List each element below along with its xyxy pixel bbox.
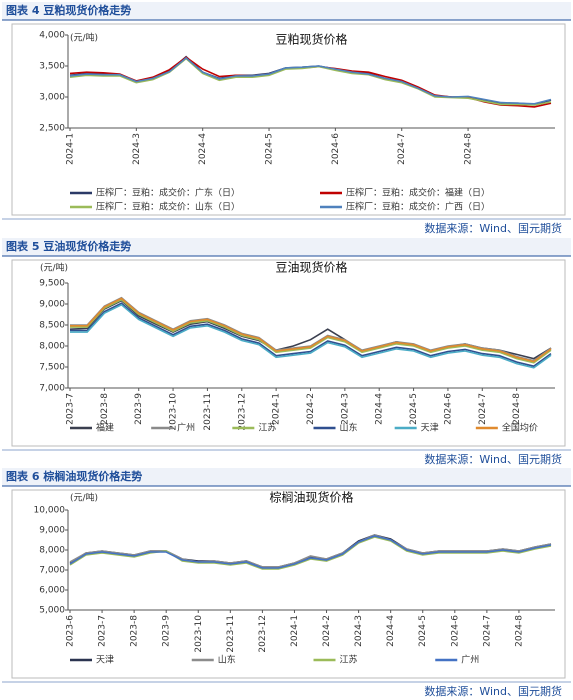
legend-label: 山东 bbox=[218, 654, 236, 666]
legend-label: 天津 bbox=[96, 655, 114, 666]
caption: 图表 4 豆粕现货价格走势 bbox=[6, 3, 131, 17]
x-tick-label: 2024-7 bbox=[482, 615, 492, 647]
legend-label: 山东 bbox=[340, 422, 358, 434]
legend-label: 全国均价 bbox=[502, 422, 538, 434]
y-tick-label: 3,500 bbox=[39, 62, 65, 72]
x-tick-label: 2024-6 bbox=[443, 393, 453, 425]
y-tick-label: 7,000 bbox=[39, 384, 65, 394]
y-tick-label: 4,000 bbox=[39, 31, 65, 41]
caption: 图表 5 豆油现货价格走势 bbox=[6, 239, 131, 253]
caption: 图表 6 棕榈油现货价格走势 bbox=[6, 469, 142, 483]
unit-label: (元/吨) bbox=[70, 32, 98, 44]
y-tick-label: 5,000 bbox=[39, 606, 65, 616]
chart-frame bbox=[11, 259, 566, 447]
x-tick-label: 2024-4 bbox=[198, 133, 208, 165]
x-tick-label: 2024-6 bbox=[331, 133, 341, 165]
x-tick-label: 2023-12 bbox=[258, 615, 268, 653]
series-line bbox=[69, 536, 552, 570]
x-tick-label: 2024-3 bbox=[354, 615, 364, 647]
caption-background bbox=[2, 238, 571, 256]
y-tick-label: 10,000 bbox=[34, 506, 66, 516]
chart-frame bbox=[11, 489, 566, 679]
legend-label: 江苏 bbox=[258, 422, 276, 434]
legend-label: 压榨厂：豆粕：成交价：广东（日） bbox=[96, 187, 240, 199]
series-line bbox=[69, 534, 552, 568]
series-line bbox=[69, 56, 552, 105]
legend-label: 压榨厂：豆粕：成交价：山东（日） bbox=[96, 201, 240, 213]
x-tick-label: 2023-12 bbox=[237, 393, 247, 431]
legend-label: 广州 bbox=[461, 654, 479, 666]
y-tick-label: 9,000 bbox=[39, 526, 65, 536]
x-tick-label: 2023-6 bbox=[66, 615, 76, 647]
legend-label: 江苏 bbox=[340, 654, 358, 666]
x-tick-label: 2024-7 bbox=[397, 133, 407, 165]
x-tick-label: 2024-8 bbox=[514, 615, 524, 647]
x-tick-label: 2024-4 bbox=[386, 615, 396, 647]
y-tick-label: 2,500 bbox=[39, 124, 65, 134]
caption-background bbox=[2, 468, 571, 486]
series-line bbox=[70, 303, 552, 369]
y-tick-label: 9,000 bbox=[39, 300, 65, 310]
x-tick-label: 2024-8 bbox=[464, 133, 474, 165]
x-tick-label: 2024-1 bbox=[290, 615, 300, 647]
series-line bbox=[69, 535, 552, 569]
x-tick-label: 2023-10 bbox=[194, 615, 204, 653]
x-tick-label: 2024-5 bbox=[265, 133, 275, 165]
unit-label: (元/吨) bbox=[70, 492, 98, 504]
x-tick-label: 2024-8 bbox=[512, 393, 522, 425]
x-tick-label: 2023-10 bbox=[169, 393, 179, 431]
x-tick-label: 2024-6 bbox=[450, 615, 460, 647]
x-tick-label: 2023-8 bbox=[130, 615, 140, 647]
y-tick-label: 3,000 bbox=[39, 93, 65, 103]
y-tick-label: 8,000 bbox=[39, 546, 65, 556]
x-tick-label: 2024-1 bbox=[272, 393, 282, 425]
legend-label: 广州 bbox=[177, 422, 195, 434]
chart-title: 豆粕现货价格 bbox=[275, 32, 347, 47]
legend-label: 天津 bbox=[421, 423, 439, 434]
x-tick-label: 2023-9 bbox=[162, 615, 172, 647]
series-line bbox=[70, 298, 552, 364]
legend-label: 压榨厂：豆粕：成交价：广西（日） bbox=[346, 201, 490, 213]
legend-label: 压榨厂：豆粕：成交价：福建（日） bbox=[346, 187, 490, 199]
chart-title: 棕榈油现货价格 bbox=[269, 490, 353, 505]
series-line bbox=[69, 57, 552, 106]
x-tick-label: 2024-4 bbox=[375, 393, 385, 425]
series-line bbox=[70, 297, 552, 363]
x-tick-label: 2024-2 bbox=[306, 393, 316, 425]
x-tick-label: 2023-7 bbox=[66, 393, 76, 425]
x-tick-label: 2024-5 bbox=[409, 393, 419, 425]
x-tick-label: 2023-7 bbox=[98, 615, 108, 647]
series-line bbox=[70, 302, 552, 368]
x-tick-label: 2024-2 bbox=[322, 615, 332, 647]
x-tick-label: 2024-3 bbox=[132, 133, 142, 165]
chart-frame bbox=[11, 23, 566, 216]
x-tick-label: 2023-9 bbox=[134, 393, 144, 425]
x-tick-label: 2023-11 bbox=[226, 615, 236, 653]
y-tick-label: 7,000 bbox=[39, 566, 65, 576]
source: 数据来源：Wind、国元期货 bbox=[424, 221, 562, 235]
y-tick-label: 7,500 bbox=[39, 363, 65, 373]
y-tick-label: 8,500 bbox=[39, 321, 65, 331]
caption-background bbox=[2, 2, 571, 20]
chart-title: 豆油现货价格 bbox=[275, 260, 347, 275]
x-tick-label: 2024-3 bbox=[340, 393, 350, 425]
x-tick-label: 2023-11 bbox=[203, 393, 213, 431]
source: 数据来源：Wind、国元期货 bbox=[424, 684, 562, 698]
x-tick-label: 2024-7 bbox=[478, 393, 488, 425]
source: 数据来源：Wind、国元期货 bbox=[424, 452, 562, 466]
y-tick-label: 8,000 bbox=[39, 342, 65, 352]
x-tick-label: 2024-1 bbox=[66, 133, 76, 165]
legend-label: 福建 bbox=[96, 422, 114, 434]
y-tick-label: 9,500 bbox=[39, 279, 65, 289]
x-tick-label: 2023-8 bbox=[100, 393, 110, 425]
y-tick-label: 6,000 bbox=[39, 586, 65, 596]
x-tick-label: 2024-5 bbox=[418, 615, 428, 647]
unit-label: (元/吨) bbox=[40, 262, 68, 274]
